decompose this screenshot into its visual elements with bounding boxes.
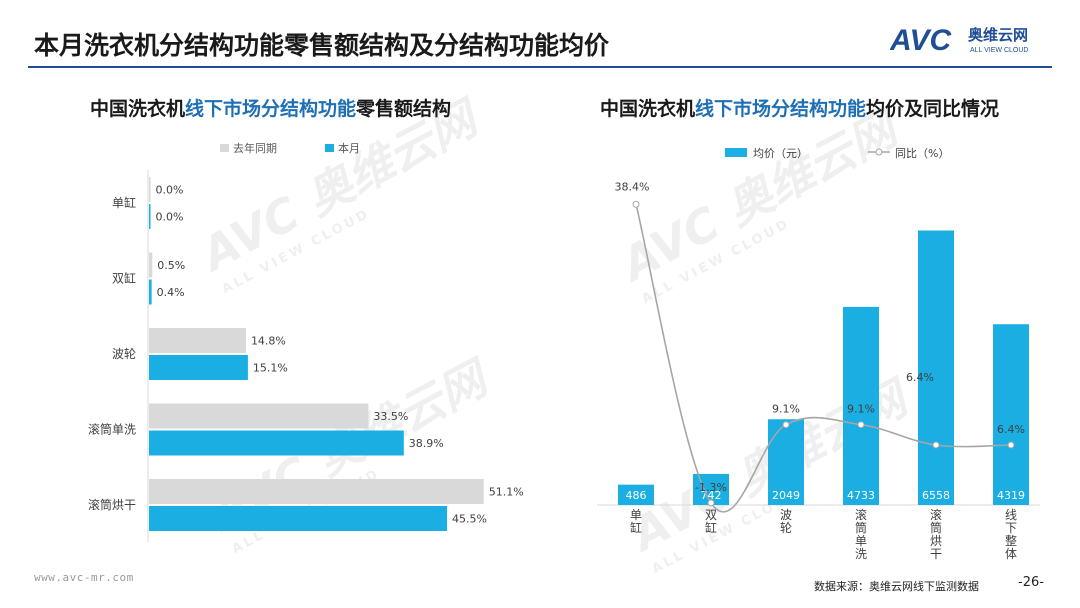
line-point xyxy=(782,421,790,429)
page-title: 本月洗衣机分结构功能零售额结构及分结构功能均价 xyxy=(34,31,610,60)
legend-label: 本月 xyxy=(338,141,360,155)
data-label: 0.0% xyxy=(156,184,184,197)
category-label: 单缸 xyxy=(112,195,136,210)
bar xyxy=(768,419,804,505)
line-data-label: 6.4% xyxy=(997,423,1025,436)
bar-value-label: 4733 xyxy=(847,489,875,502)
header-rule xyxy=(28,66,1052,68)
bar xyxy=(149,177,151,202)
website-url: www.avc-mr.com xyxy=(34,571,134,584)
category-label: 滚筒单洗 xyxy=(855,507,867,560)
logo-cn: 奥维云网 xyxy=(968,26,1028,44)
line-data-label: 38.4% xyxy=(615,180,650,193)
category-label: 波轮 xyxy=(112,347,136,361)
bar-value-label: 486 xyxy=(626,489,647,502)
category-label: 双缸 xyxy=(112,271,136,286)
data-label: 38.9% xyxy=(409,437,444,450)
line-point xyxy=(707,499,715,507)
legend-marker xyxy=(875,148,883,156)
category-label: 单缸 xyxy=(630,508,642,535)
legend-swatch xyxy=(220,144,229,152)
data-label: 0.4% xyxy=(157,286,185,299)
price-combo-chart: 均价（元） 同比（%）486单缸742双缸2049波轮4733滚筒单洗6558滚筒… xyxy=(597,147,1040,560)
line-point xyxy=(1007,441,1015,449)
bar xyxy=(149,204,151,229)
page-number: -26- xyxy=(1018,575,1044,590)
data-label: 0.0% xyxy=(156,211,184,224)
data-label: 33.5% xyxy=(373,410,408,423)
line-data-label: 9.1% xyxy=(772,403,800,416)
left-chart-title: 中国洗衣机线下市场分结构功能零售额结构 xyxy=(90,98,452,120)
logo-en: ALL VIEW CLOUD xyxy=(970,47,1028,54)
category-label: 滚筒烘干 xyxy=(930,507,942,560)
legend-swatch xyxy=(325,144,334,152)
bar xyxy=(149,252,153,278)
bar xyxy=(149,479,484,504)
bar xyxy=(149,430,404,456)
data-label: 14.8% xyxy=(251,335,286,348)
logo-mark: AVC xyxy=(890,24,952,56)
legend-label: 同比（%） xyxy=(895,147,949,160)
legend-label: 均价（元） xyxy=(753,147,808,160)
bar xyxy=(618,484,654,505)
bar xyxy=(918,230,954,505)
bar xyxy=(149,506,448,531)
data-label: 15.1% xyxy=(253,362,288,375)
line-point xyxy=(857,421,865,429)
bar xyxy=(993,324,1029,505)
bar-value-label: 2049 xyxy=(772,489,800,502)
right-chart-title: 中国洗衣机线下市场分结构功能均价及同比情况 xyxy=(600,98,1000,120)
data-source-note: 数据来源：奥维云网线下监测数据 xyxy=(814,580,979,593)
bar xyxy=(843,306,879,505)
avc-logo: AVC 奥维云网 ALL VIEW CLOUD xyxy=(890,24,1028,56)
bar xyxy=(149,328,246,353)
category-label: 双缸 xyxy=(705,508,717,535)
data-label: 45.5% xyxy=(452,513,487,526)
category-label: 波轮 xyxy=(780,508,792,535)
data-label: 0.5% xyxy=(157,259,185,272)
bar xyxy=(149,355,248,380)
bar-value-label: 4319 xyxy=(997,489,1025,502)
yoy-line xyxy=(635,204,1012,513)
line-data-label: 9.1% xyxy=(847,403,875,416)
category-label: 滚筒烘干 xyxy=(88,497,136,512)
line-point xyxy=(632,200,640,208)
line-data-label: 6.4% xyxy=(906,371,934,384)
data-label: 51.1% xyxy=(489,486,524,499)
category-label: 线下整体 xyxy=(1005,508,1017,560)
bar xyxy=(149,403,369,429)
legend-label: 去年同期 xyxy=(233,141,277,155)
line-point xyxy=(932,441,940,449)
bar-value-label: 6558 xyxy=(922,489,950,502)
category-label: 滚筒单洗 xyxy=(88,422,136,437)
legend-swatch xyxy=(725,148,747,157)
bar xyxy=(149,279,152,305)
line-data-label: -1.3% xyxy=(695,481,727,494)
